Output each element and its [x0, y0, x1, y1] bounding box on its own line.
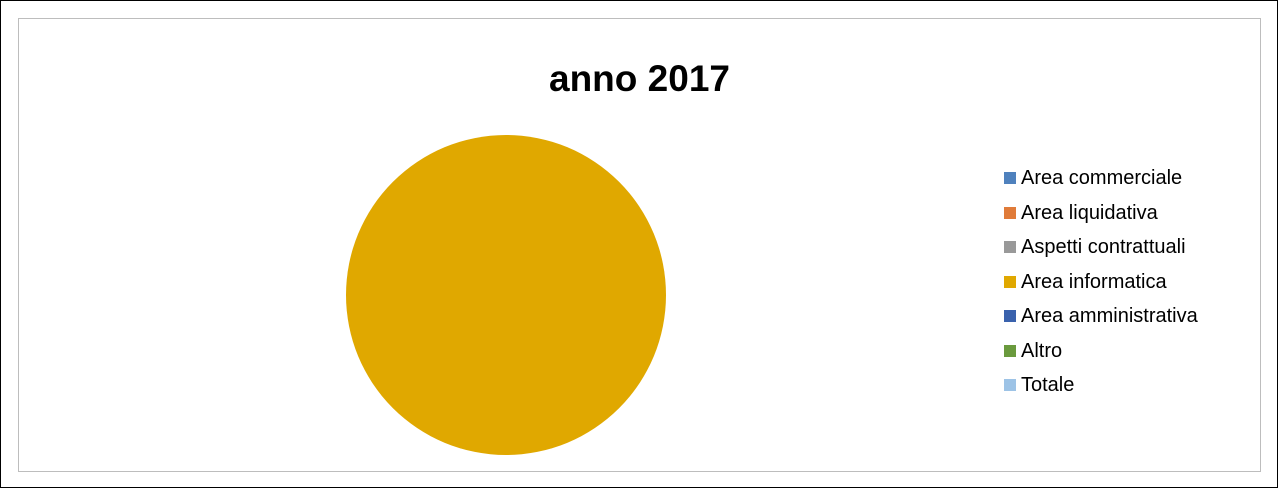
pie-slice-area-informatica [346, 135, 666, 455]
pie-chart [346, 135, 666, 455]
chart-title: anno 2017 [549, 58, 730, 99]
legend-label: Totale [1021, 374, 1075, 396]
legend-swatch [1004, 206, 1016, 219]
legend-label: Area informatica [1021, 270, 1167, 293]
legend-swatch [1004, 379, 1016, 391]
legend-label: Area liquidativa [1021, 201, 1158, 224]
legend-label: Aspetti contrattuali [1021, 236, 1186, 258]
legend-swatch [1004, 241, 1016, 253]
legend-swatch [1004, 275, 1016, 288]
legend-label: Altro [1021, 339, 1063, 362]
legend-label: Area commerciale [1021, 167, 1183, 189]
legend-swatch [1004, 344, 1016, 357]
legend-swatch [1004, 310, 1016, 322]
legend-label: Area amministrativa [1021, 305, 1198, 327]
chart-area: anno 2017 Area commerciale Area liquidati… [18, 18, 1261, 472]
legend-swatch [1004, 172, 1016, 184]
